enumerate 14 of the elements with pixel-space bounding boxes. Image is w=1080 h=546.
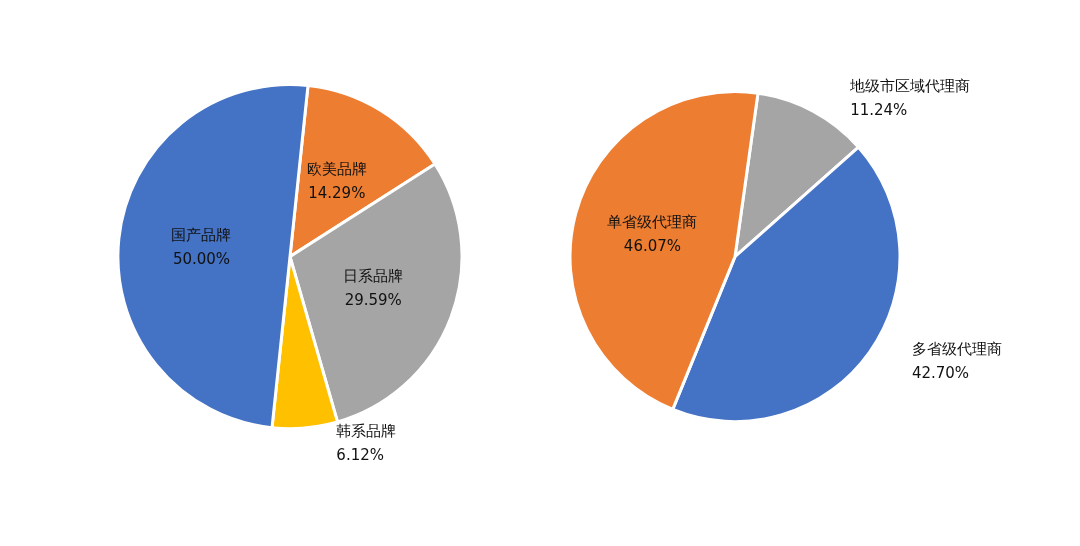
slice-label: 国产品牌: [171, 226, 232, 245]
data-label: 42.70%: [911, 363, 970, 382]
slice-label: 多省级代理商: [911, 339, 1002, 358]
data-label: 6.12%: [336, 445, 385, 464]
data-label: 29.59%: [344, 291, 402, 310]
data-label: 46.07%: [623, 237, 682, 256]
data-label: 14.29%: [308, 183, 366, 202]
data-label: 50.00%: [172, 250, 231, 269]
slice-label: 地级市区域代理商: [849, 77, 971, 96]
slice-label: 单省级代理商: [607, 213, 698, 232]
slice-label: 日系品牌: [343, 267, 404, 286]
data-label: 11.24%: [850, 101, 908, 120]
slice-label: 韩系品牌: [336, 421, 397, 440]
slice-label: 欧美品牌: [306, 159, 367, 178]
